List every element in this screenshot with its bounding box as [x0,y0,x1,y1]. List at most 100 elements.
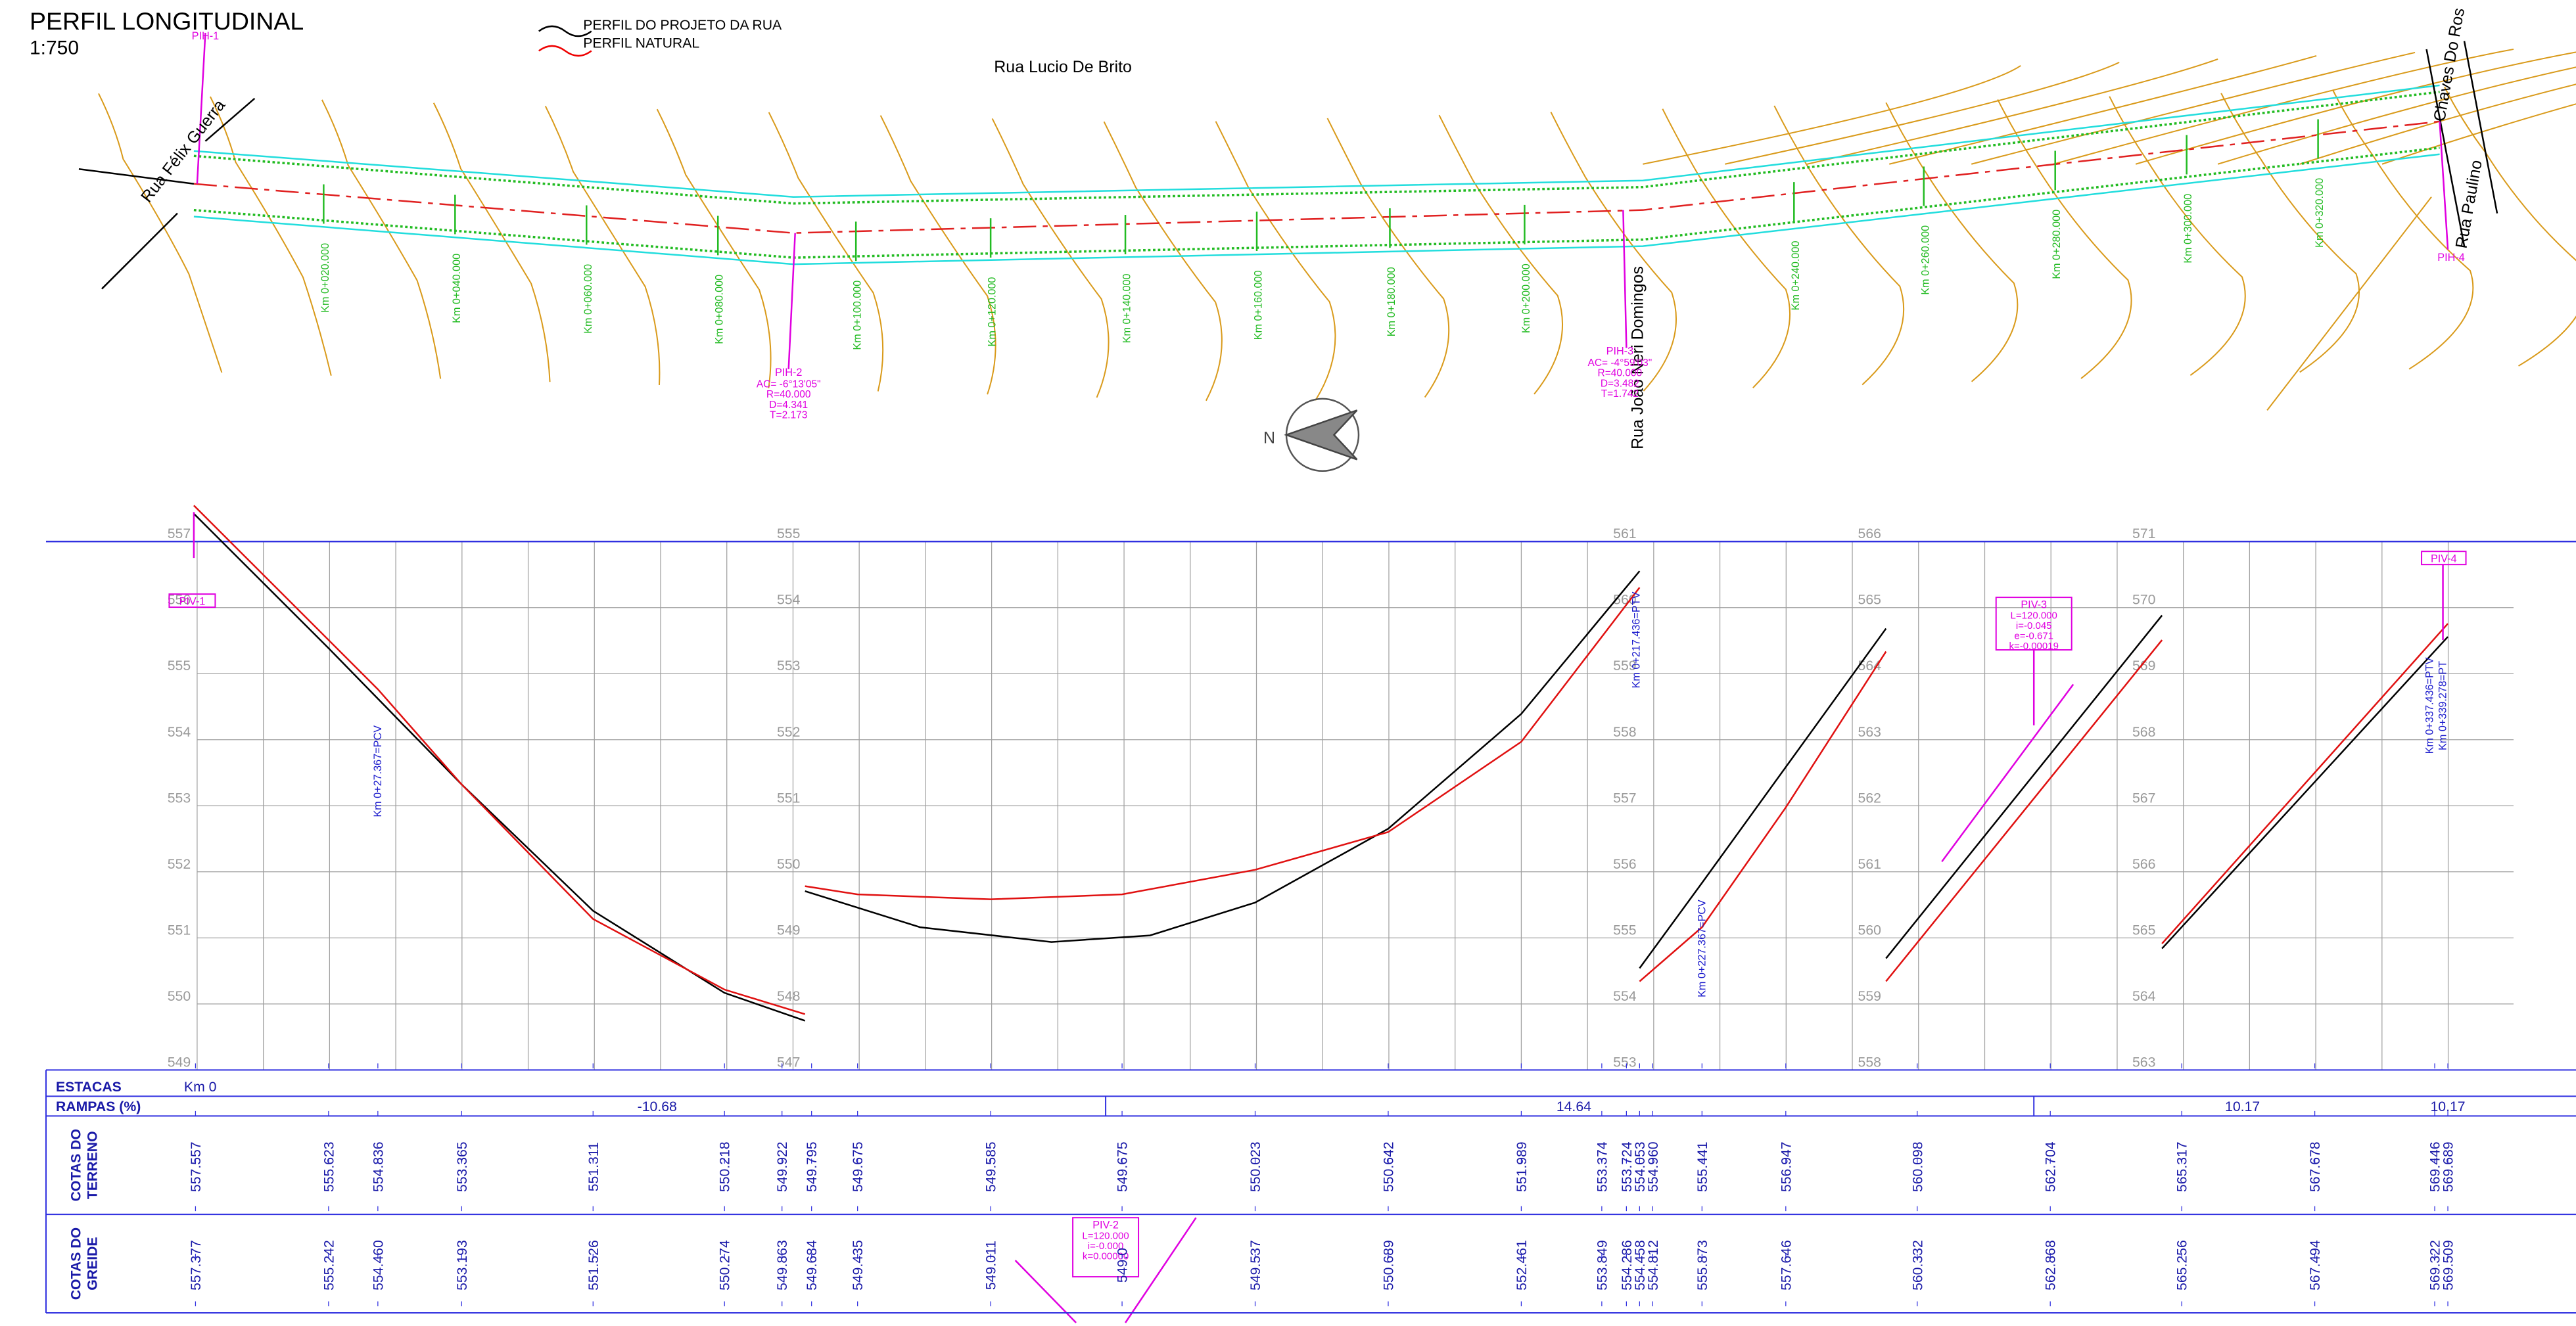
contour [98,93,223,373]
piv-detail: L=120.000 [2011,610,2057,622]
contour [2220,93,2360,373]
terreno-value: 554.053 [1633,1141,1648,1192]
pih-leader [1622,210,1628,348]
natural-profile [193,505,806,1015]
legend-swatch [538,25,592,37]
contour [2109,96,2246,377]
north-arrow [1284,409,1358,461]
greide-value: 549.863 [775,1240,790,1291]
contour [1103,121,1223,401]
piv-box [168,593,216,608]
road-edge [193,84,2440,198]
project-profile [193,513,806,1022]
piv-detail: i=-0.000 [1088,1241,1124,1252]
ramp: 14.64 [1557,1099,1591,1114]
piv-detail: k=-0.00019 [2009,641,2058,652]
terreno-value: 549.922 [775,1141,790,1192]
greide-value: 555.242 [321,1240,337,1291]
table: ESTACAS Km 0 RAMPAS (%) -10.68 14.64 10.17 10.… [45,1063,2576,1314]
project-profile [2161,636,2448,949]
street-name: Rua Paulino [2452,158,2486,250]
ramp: 10.17 [2225,1099,2260,1114]
greide-value: 569.509 [2441,1240,2456,1291]
terreno-value: 549.795 [805,1141,820,1192]
project-profile [1639,628,1887,969]
piv-label: PIV-1 [179,595,206,607]
row-label: COTAS DO [68,1227,83,1300]
north-label: N [1263,428,1275,447]
elevation-label: 554 [777,593,801,608]
elevation-label: 553 [1613,1055,1636,1070]
contour [2299,83,2576,165]
elevation-label: 553 [777,658,800,674]
elevation-label: 548 [777,989,800,1004]
elevation-label: 566 [1858,526,1881,541]
terreno-value: 555.623 [321,1141,337,1192]
road-edge [193,153,2440,265]
street-edge [78,168,195,185]
project-profile [1885,614,2163,959]
elevation-label: 563 [2132,1055,2155,1070]
legend-swatch [538,45,592,57]
greide-value: 550.274 [718,1240,733,1291]
greide-value: 550.689 [1381,1240,1396,1291]
legend-label: PERFIL NATURAL [583,35,699,51]
greide-value: 549.0 [1115,1248,1131,1283]
piv-detail: k=0.00000 [1083,1251,1129,1262]
contour [321,99,442,379]
street-name: Rua João Neri Domingos [1628,266,1647,449]
elevation-label: 550 [777,857,800,872]
elevation-label: 549 [777,923,800,938]
station-label: Km 0+300.000 [2182,194,2194,263]
station-label: Km 0+020.000 [319,243,331,313]
greide-value: 553.193 [455,1240,470,1291]
contour [1550,111,1677,392]
pih-leader [196,32,206,184]
pih-label: PIH-4 [2437,252,2464,263]
natural-profile [1885,639,2163,982]
elevation-label: 554 [168,725,191,740]
greide-value: 549.537 [1248,1240,1263,1291]
piv-box [1072,1217,1140,1278]
pih-detail: AC= -6°13'05" [757,378,821,390]
station-label: Km 0+320.000 [2314,178,2326,248]
greide-value: 565.256 [2175,1240,2190,1291]
station-label: Km 0+260.000 [1919,225,1931,295]
contour [1773,105,1905,386]
elevation-label: 566 [2132,857,2155,872]
terreno-value: 569.446 [2428,1141,2443,1192]
terreno-value: 550.218 [718,1141,733,1192]
greide-value: 552.461 [1514,1240,1530,1291]
contour [1215,121,1336,401]
elevation-label: 555 [1613,923,1636,938]
elevation-label: 551 [168,923,191,938]
curb [193,147,2440,259]
greide-value: 557.377 [189,1240,204,1291]
terreno-value: 565.317 [2175,1141,2190,1192]
piv-label: PIV-2 [1092,1219,1119,1231]
estaca: Km 0 [184,1080,217,1095]
pih-label: PIH-2 [775,367,802,378]
profile-view: 557 556 555 554 553 552 551 550 549 555 554 553 552 5… [45,505,2576,1323]
row-label: GREIDE [85,1237,100,1290]
greide-value: 567.494 [2308,1240,2323,1291]
terreno-value: 562.704 [2044,1141,2059,1192]
pih-detail: T=1.742 [1601,388,1639,400]
street-name: Rua Félix Guerra [137,96,229,206]
station-label: Km 0+160.000 [1253,270,1265,340]
elevation-label: 563 [1858,725,1881,740]
terreno-value: 549.675 [1115,1141,1131,1192]
vertical-marker: Km 0+339.278=PT [2437,661,2449,750]
elevation-label: 570 [2132,593,2155,608]
greide-value: 560.332 [1910,1240,1925,1291]
elevation-label: 559 [1613,658,1636,674]
terreno-value: 551.311 [586,1142,601,1191]
contour [656,108,772,388]
piv-label: PIV-3 [2021,599,2047,610]
street-edge [2463,41,2498,214]
elevation-label: 564 [1858,658,1882,674]
ramp: -10.68 [638,1099,677,1114]
street-name: Chaves Do Ros [2430,7,2468,123]
